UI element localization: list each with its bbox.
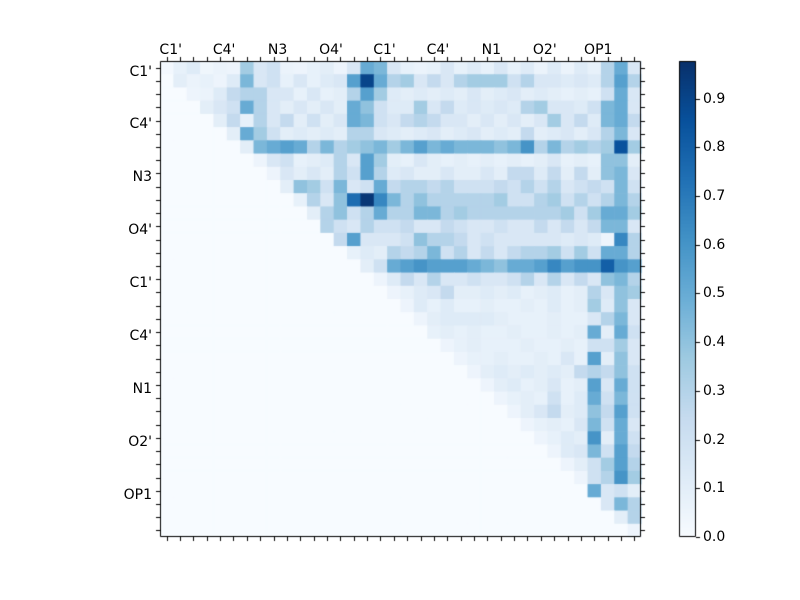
x-tick-label: C1': [159, 42, 182, 58]
x-tick-label: O2': [532, 42, 557, 58]
y-tick-label: C4': [129, 328, 152, 345]
y-tick-label: O2': [128, 433, 152, 450]
y-tick-label: N3: [132, 169, 152, 186]
colorbar-tick-label: 0.6: [703, 236, 726, 253]
y-tick-label: OP1: [123, 486, 152, 503]
y-tick-label: C1': [129, 275, 152, 292]
colorbar-tick-label: 0.8: [703, 139, 726, 156]
x-tick-label: OP1: [584, 42, 613, 58]
y-tick-label: C1': [129, 63, 152, 80]
colorbar-tick-label: 0.7: [703, 187, 726, 204]
colorbar-tick-label: 0.9: [703, 90, 726, 107]
colorbar-tick-label: 0.0: [703, 529, 726, 545]
y-tick-label: N1: [132, 380, 152, 397]
x-tick-label: N3: [267, 42, 288, 58]
colorbar-tick-label: 0.3: [703, 382, 726, 399]
colorbar-tick-label: 0.1: [703, 480, 726, 497]
y-tick-label: O4': [128, 222, 152, 239]
x-tick-label: O4': [319, 42, 343, 58]
y-tick-label: C4': [129, 116, 152, 133]
colorbar-tick-label: 0.2: [703, 431, 726, 448]
x-tick-label: N1: [481, 42, 502, 58]
x-tick-label: C4': [426, 42, 450, 58]
x-tick-label: C4': [212, 42, 236, 58]
colorbar-tick-label: 0.4: [703, 334, 726, 351]
colorbar-tick-label: 0.5: [703, 285, 726, 302]
x-tick-label: C1': [373, 42, 396, 58]
